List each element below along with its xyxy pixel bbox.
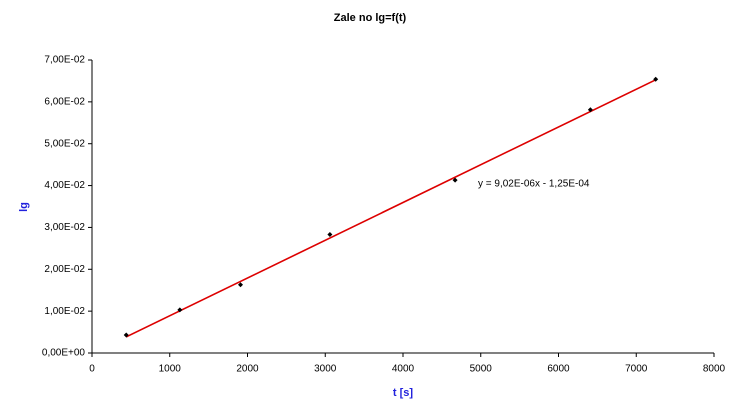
data-point — [177, 307, 183, 313]
x-tick-label: 8000 — [703, 364, 726, 375]
y-tick-label: 1,00E-02 — [44, 306, 85, 317]
x-tick-label: 0 — [89, 364, 95, 375]
y-tick-label: 6,00E-02 — [44, 96, 85, 107]
x-tick-label: 5000 — [470, 364, 493, 375]
trendline — [125, 79, 657, 338]
y-tick-label: 4,00E-02 — [44, 180, 85, 191]
x-tick-label: 3000 — [314, 364, 337, 375]
trendline-equation: y = 9,02E-06x - 1,25E-04 — [478, 179, 590, 190]
data-point — [238, 282, 244, 288]
data-point — [452, 177, 458, 183]
x-tick-label: 4000 — [392, 364, 415, 375]
y-axis-title: lg — [18, 202, 30, 212]
x-tick-label: 6000 — [547, 364, 570, 375]
y-tick-label: 5,00E-02 — [44, 138, 85, 149]
chart-title: Zale no lg=f(t) — [334, 12, 407, 24]
x-tick-label: 1000 — [159, 364, 182, 375]
data-point — [327, 232, 333, 238]
x-tick-label: 2000 — [236, 364, 259, 375]
y-tick-label: 0,00E+00 — [42, 348, 86, 359]
data-point — [587, 107, 593, 113]
y-tick-label: 7,00E-02 — [44, 55, 85, 66]
x-axis-title: t [s] — [393, 387, 414, 399]
x-tick-label: 7000 — [625, 364, 648, 375]
y-tick-label: 2,00E-02 — [44, 264, 85, 275]
data-point — [123, 332, 129, 338]
data-point — [653, 76, 659, 82]
y-tick-label: 3,00E-02 — [44, 222, 85, 233]
